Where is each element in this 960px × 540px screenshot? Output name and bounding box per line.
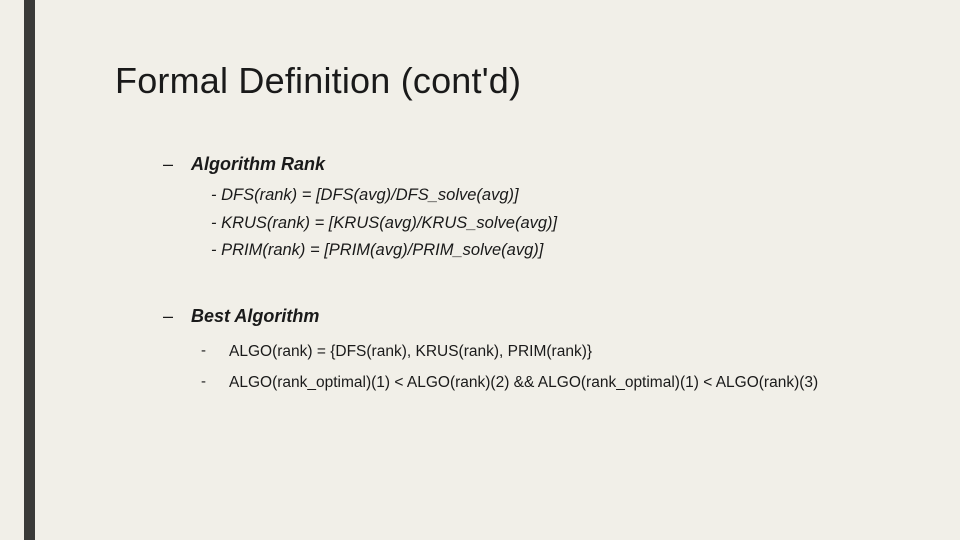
sub-bullet: - (201, 341, 229, 359)
section-best-algorithm: – Best Algorithm - ALGO(rank) = {DFS(ran… (115, 306, 890, 394)
sub-item: - ALGO(rank) = {DFS(rank), KRUS(rank), P… (201, 341, 890, 363)
slide-title: Formal Definition (cont'd) (115, 60, 890, 102)
section-algorithm-rank: – Algorithm Rank - DFS(rank) = [DFS(avg)… (115, 154, 890, 264)
sub-text: ALGO(rank) = {DFS(rank), KRUS(rank), PRI… (229, 341, 592, 363)
dash-bullet: – (163, 306, 181, 327)
formula-line: - PRIM(rank) = [PRIM(avg)/PRIM_solve(avg… (211, 238, 890, 264)
section-title-text: Best Algorithm (191, 306, 319, 327)
section-title-text: Algorithm Rank (191, 154, 325, 175)
section-header: – Best Algorithm (163, 306, 890, 327)
lines-block: - DFS(rank) = [DFS(avg)/DFS_solve(avg)] … (163, 183, 890, 264)
dash-bullet: – (163, 154, 181, 175)
sub-item: - ALGO(rank_optimal)(1) < ALGO(rank)(2) … (201, 372, 890, 394)
sub-list: - ALGO(rank) = {DFS(rank), KRUS(rank), P… (163, 335, 890, 394)
slide: Formal Definition (cont'd) – Algorithm R… (0, 0, 960, 540)
sub-bullet: - (201, 372, 229, 390)
formula-line: - KRUS(rank) = [KRUS(avg)/KRUS_solve(avg… (211, 211, 890, 237)
formula-line: - DFS(rank) = [DFS(avg)/DFS_solve(avg)] (211, 183, 890, 209)
section-header: – Algorithm Rank (163, 154, 890, 175)
sub-text: ALGO(rank_optimal)(1) < ALGO(rank)(2) &&… (229, 372, 818, 394)
